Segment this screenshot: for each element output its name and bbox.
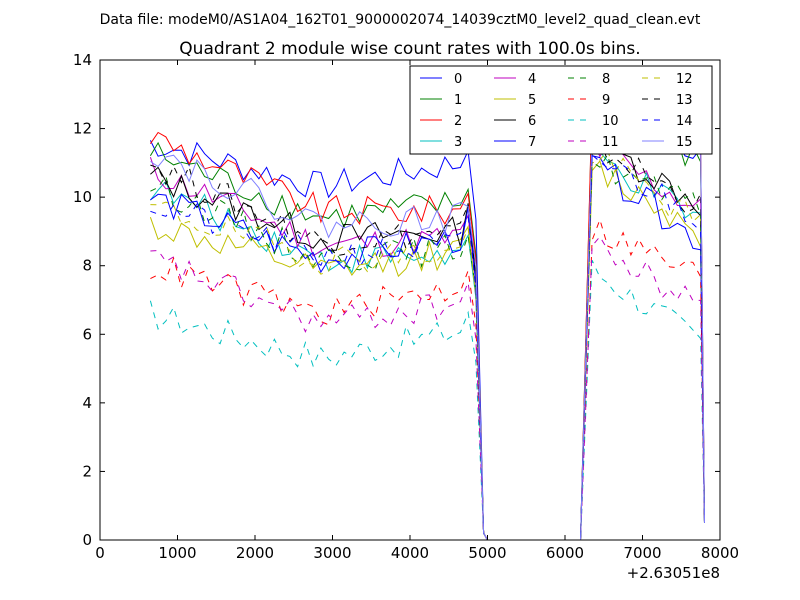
x-tick-label: 2000 <box>236 544 274 562</box>
series-line-13 <box>150 130 705 541</box>
legend-label-10: 10 <box>602 114 619 129</box>
legend-label-3: 3 <box>454 135 462 150</box>
series-line-10 <box>149 259 705 541</box>
y-tick-label: 6 <box>82 325 92 343</box>
legend-label-1: 1 <box>454 93 462 108</box>
y-tick-label: 0 <box>82 531 92 549</box>
axis-ticks: 0 1000 2000 3000 4000 5000 6000 7000 80000246810… <box>73 51 739 562</box>
series-line-7 <box>150 155 705 541</box>
y-tick-label: 2 <box>82 462 92 480</box>
suptitle: Data file: modeM0/AS1A04_162T01_90000020… <box>100 12 701 28</box>
series-line-11 <box>150 235 705 541</box>
legend-label-13: 13 <box>676 93 693 108</box>
x-tick-label: 1000 <box>158 544 196 562</box>
x-tick-label: 7000 <box>623 544 661 562</box>
y-tick-label: 14 <box>73 51 92 69</box>
legend-label-0: 0 <box>454 72 462 87</box>
legend-label-12: 12 <box>676 72 693 87</box>
legend-label-8: 8 <box>602 72 610 87</box>
x-tick-label: 3000 <box>313 544 351 562</box>
series-line-8 <box>150 153 705 541</box>
series-line-5 <box>149 160 705 541</box>
legend-label-6: 6 <box>528 114 536 129</box>
legend-label-9: 9 <box>602 93 610 108</box>
legend-label-7: 7 <box>528 135 536 150</box>
series-line-12 <box>150 149 705 541</box>
series-line-4 <box>149 140 705 541</box>
y-tick-label: 10 <box>73 188 92 206</box>
legend-label-11: 11 <box>602 135 619 150</box>
y-tick-label: 8 <box>82 257 92 275</box>
legend-label-15: 15 <box>676 135 693 150</box>
y-tick-label: 12 <box>73 120 92 138</box>
chart-title: Quadrant 2 module wise count rates with … <box>179 39 640 59</box>
legend-label-5: 5 <box>528 93 536 108</box>
legend-label-4: 4 <box>528 72 536 87</box>
x-tick-label: 5000 <box>468 544 506 562</box>
series-line-14 <box>150 153 705 541</box>
y-tick-label: 4 <box>82 394 92 412</box>
series-line-3 <box>150 139 705 541</box>
x-tick-label: 4000 <box>391 544 429 562</box>
x-offset-label: +2.63051e8 <box>627 564 720 582</box>
legend-box <box>409 65 713 155</box>
x-tick-label: 0 <box>95 544 105 562</box>
x-tick-label: 6000 <box>546 544 584 562</box>
series-line-9 <box>150 218 705 541</box>
plot-area <box>149 99 705 541</box>
legend-label-14: 14 <box>676 114 693 129</box>
x-tick-label: 8000 <box>701 544 739 562</box>
legend-label-2: 2 <box>454 114 462 129</box>
